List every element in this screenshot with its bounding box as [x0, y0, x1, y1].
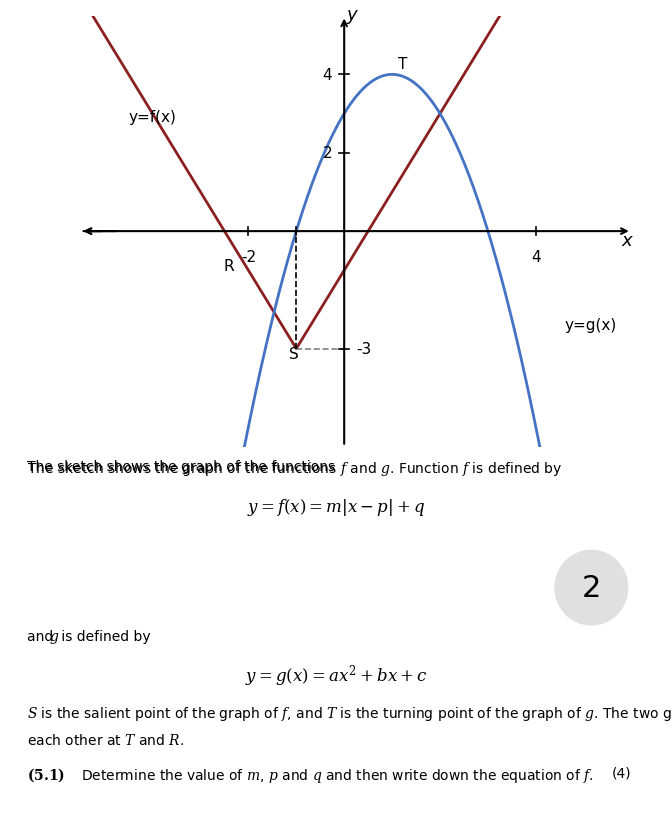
Text: y: y [346, 7, 357, 25]
Text: x: x [622, 232, 632, 249]
Text: 4: 4 [323, 68, 332, 83]
Text: R: R [223, 259, 234, 274]
Text: Determine the value of $m$, $p$ and $q$ and then write down the equation of $f$.: Determine the value of $m$, $p$ and $q$ … [81, 766, 593, 784]
Text: 4: 4 [531, 249, 541, 264]
Text: T: T [398, 57, 407, 72]
Text: y=g(x): y=g(x) [564, 318, 617, 333]
Text: $\mathbf{(5.1)}$: $\mathbf{(5.1)}$ [27, 766, 65, 783]
Text: -2: -2 [241, 249, 256, 264]
Text: The sketch shows the graph of the functions $f$ and $g$. Function $f$ is defined: The sketch shows the graph of the functi… [27, 460, 562, 478]
Text: each other at $T$ and $R$.: each other at $T$ and $R$. [27, 732, 184, 747]
Text: -3: -3 [356, 342, 372, 357]
Text: S: S [289, 347, 299, 362]
Text: g: g [49, 629, 58, 643]
Text: 2: 2 [323, 146, 332, 161]
Text: 2: 2 [582, 574, 601, 602]
Text: $y = g(x) = ax^2 + bx + c$: $y = g(x) = ax^2 + bx + c$ [245, 662, 427, 688]
Text: The sketch shows the graph of the functions: The sketch shows the graph of the functi… [27, 460, 339, 474]
Text: (4): (4) [612, 766, 632, 780]
Circle shape [555, 551, 628, 625]
Text: $S$ is the salient point of the graph of $f$, and $T$ is the turning point of th: $S$ is the salient point of the graph of… [27, 704, 672, 722]
Text: is defined by: is defined by [57, 629, 151, 643]
Text: and: and [27, 629, 58, 643]
Text: $y = f(x) = m|x - p| + q$: $y = f(x) = m|x - p| + q$ [247, 497, 425, 518]
Text: y=f(x): y=f(x) [128, 110, 177, 125]
